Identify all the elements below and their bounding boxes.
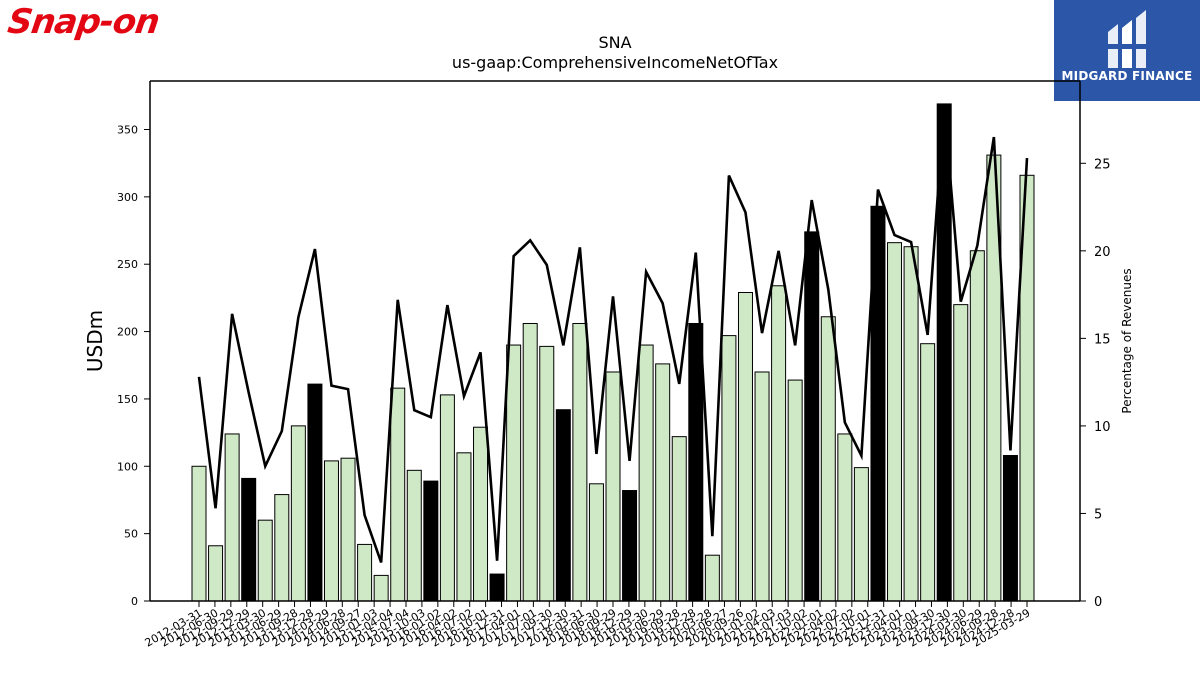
y-axis-label: USDm	[83, 310, 107, 372]
y-tick-label: 50	[124, 528, 138, 541]
bar-2012-12-29	[241, 477, 257, 602]
bar-2020-09-26	[754, 371, 770, 602]
bar-2021-07-03	[804, 231, 820, 602]
badge-label: MIDGARD FINANCE	[1061, 69, 1193, 83]
bar-2018-12-29	[638, 344, 654, 602]
y2-tick-label: 25	[1094, 157, 1111, 172]
bar-2022-10-01	[887, 242, 903, 602]
bar-2020-03-28	[721, 335, 737, 602]
bar-2022-01-01	[837, 433, 853, 602]
bar-2018-06-30	[605, 371, 621, 602]
bars-layer	[191, 103, 1035, 602]
line-layer	[197, 107, 1029, 563]
axes-layer: 05010015020025030035005101520252012-03-3…	[117, 80, 1111, 650]
bar-2016-04-02	[456, 452, 472, 602]
bar-2017-07-01	[539, 345, 555, 602]
bar-2013-09-28	[290, 425, 306, 602]
bar-2012-03-31	[191, 465, 207, 602]
bar-2015-01-03	[373, 574, 389, 602]
bar-2022-04-02	[853, 467, 869, 602]
bar-2013-03-30	[257, 519, 273, 602]
bar-2015-07-04	[406, 469, 422, 602]
y2-tick-label: 20	[1094, 245, 1111, 260]
bar-2017-12-30	[572, 322, 588, 602]
bar-2023-09-30	[953, 304, 969, 602]
chart-title: SNA	[598, 33, 631, 52]
bar-2016-07-02	[473, 426, 489, 602]
bar-2022-12-31	[903, 246, 919, 602]
midgard-finance-badge: MIDGARD FINANCE	[1054, 0, 1200, 101]
pct-revenue-line	[197, 107, 1029, 563]
bar-2021-10-02	[820, 316, 836, 602]
bar-2013-12-28	[307, 383, 323, 602]
y-tick-label: 0	[131, 595, 138, 608]
bar-2023-04-01	[920, 343, 936, 602]
bar-2015-10-03	[423, 480, 439, 602]
bar-2014-06-28	[340, 457, 356, 602]
bar-2018-03-31	[588, 483, 604, 602]
bar-2019-03-30	[655, 363, 671, 602]
bar-2020-06-27	[737, 292, 753, 602]
bar-2012-06-30	[208, 545, 224, 602]
y-tick-label: 350	[117, 123, 138, 136]
y-tick-label: 150	[117, 393, 138, 406]
bar-2017-04-01	[522, 322, 538, 602]
y-tick-label: 200	[117, 326, 138, 339]
bar-2021-04-03	[787, 379, 803, 602]
bar-2017-09-30	[555, 409, 571, 602]
bar-2012-09-29	[224, 433, 240, 602]
y-tick-label: 100	[117, 460, 138, 473]
bar-2016-10-01	[489, 573, 505, 602]
y-tick-label: 250	[117, 258, 138, 271]
y2-tick-label: 5	[1094, 507, 1102, 522]
y2-tick-label: 10	[1094, 420, 1111, 435]
bar-2016-01-02	[439, 394, 455, 602]
bar-2019-12-28	[704, 554, 720, 602]
bar-2014-03-29	[323, 460, 339, 602]
bar-2023-12-30	[969, 250, 985, 602]
bar-2021-01-02	[771, 285, 787, 602]
chart-subtitle: us-gaap:ComprehensiveIncomeNetOfTax	[452, 53, 778, 72]
y2-axis-label: Percentage of Revenues	[1120, 268, 1134, 413]
bar-2016-12-31	[506, 344, 522, 602]
bar-2018-09-29	[622, 490, 638, 602]
y-tick-label: 300	[117, 191, 138, 204]
y2-tick-label: 15	[1094, 332, 1111, 347]
bar-2014-09-27	[357, 543, 373, 602]
bar-2015-04-04	[390, 387, 406, 602]
midgard-logo-icon	[1108, 10, 1146, 68]
bar-2024-06-29	[1002, 455, 1018, 602]
bar-2019-06-29	[671, 436, 687, 602]
bar-2019-09-28	[688, 322, 704, 602]
y2-tick-label: 0	[1094, 595, 1102, 610]
bar-2013-06-29	[274, 494, 290, 602]
